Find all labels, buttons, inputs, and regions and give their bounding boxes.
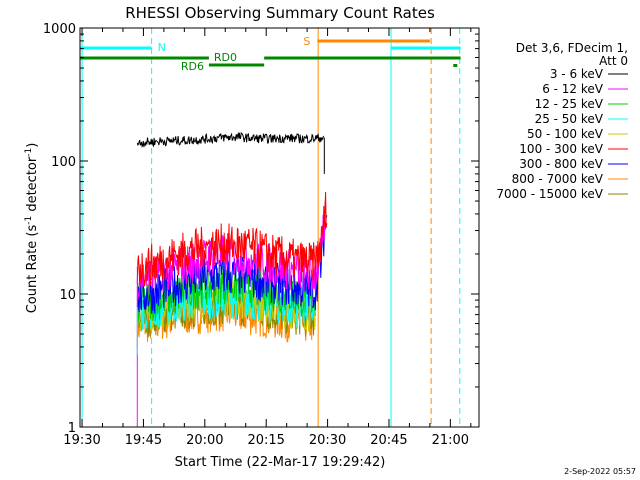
y-axis-label-sup1: -1: [24, 216, 34, 225]
x-tick-label-6: 21:00: [432, 433, 469, 448]
legend-label-8: 7000 - 15000 keV: [496, 187, 603, 201]
footer-date: 2-Sep-2022 05:57: [564, 467, 636, 476]
y-axis-label-part1: Count Rate (s: [25, 225, 40, 314]
y-tick-label-2: 100: [51, 155, 76, 170]
legend-label-5: 100 - 300 keV: [519, 142, 603, 156]
y-axis-label-part2: detector: [25, 156, 40, 216]
y-axis-ticks: 1 10 100 1000: [43, 22, 479, 436]
x-tick-label-5: 20:45: [370, 433, 407, 448]
x-tick-label-4: 20:30: [309, 433, 346, 448]
y-axis-label-part3: ): [25, 143, 40, 148]
flag-bars: N S RD0 RD6: [80, 35, 461, 73]
y-tick-label-3: 1000: [43, 22, 76, 37]
x-axis-label: Start Time (22-Mar-17 19:29:42): [175, 455, 386, 470]
series-line-6: [136, 215, 328, 314]
x-axis-ticks: 19:30 19:45 20:00 20:15 20:30 20:45 21:00: [63, 28, 472, 448]
plot-frame: [79, 27, 480, 428]
flag-marker-small: [453, 64, 458, 67]
legend-label-2: 12 - 25 keV: [535, 97, 604, 111]
vertical-markers: [81, 28, 461, 427]
flag-label-s: S: [303, 35, 310, 48]
x-tick-label-3: 20:15: [247, 433, 284, 448]
legend-label-1: 6 - 12 keV: [542, 82, 604, 96]
legend-label-4: 50 - 100 keV: [527, 127, 604, 141]
flag-label-rd6: RD6: [181, 60, 204, 73]
flag-label-rd0: RD0: [214, 51, 237, 64]
legend-label-7: 800 - 7000 keV: [512, 172, 604, 186]
x-tick-label-2: 20:00: [186, 433, 223, 448]
y-axis-label-sup2: -1: [24, 148, 34, 157]
x-tick-label-1: 19:45: [125, 433, 162, 448]
legend-label-0: 3 - 6 keV: [550, 67, 604, 81]
series-line-5: [136, 191, 328, 287]
series-lines: [136, 131, 328, 427]
legend-header-0: Det 3,6, FDecim 1,: [516, 41, 628, 55]
flag-label-n: N: [158, 41, 166, 54]
y-axis-label: Count Rate (s-1 detector-1): [24, 143, 40, 314]
legend-header-1: Att 0: [599, 54, 628, 68]
chart-title: RHESSI Observing Summary Count Rates: [125, 4, 435, 22]
series-line-0: [136, 131, 324, 148]
x-tick-label-0: 19:30: [63, 433, 100, 448]
y-tick-label-1: 10: [59, 288, 76, 303]
y-tick-label-0: 1: [68, 421, 76, 436]
legend-label-3: 25 - 50 keV: [535, 112, 604, 126]
legend-label-6: 300 - 800 keV: [519, 157, 603, 171]
